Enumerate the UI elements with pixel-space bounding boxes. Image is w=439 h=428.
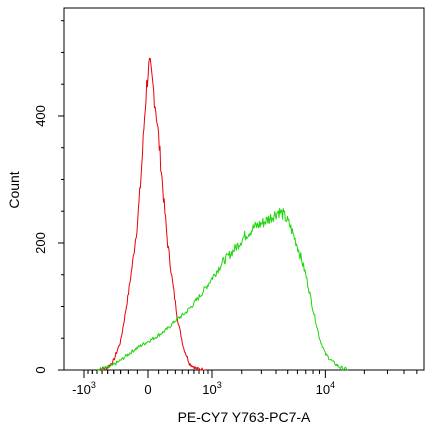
y-tick-label: 0 bbox=[33, 366, 48, 373]
x-axis-title: PE-CY7 Y763-PC7-A bbox=[178, 409, 311, 425]
x-tick-label: 103 bbox=[202, 380, 221, 397]
plot-area-frame bbox=[63, 7, 425, 371]
x-tick-label: 104 bbox=[316, 380, 335, 397]
y-axis-title: Count bbox=[6, 171, 22, 208]
x-tick-exponent: 4 bbox=[330, 380, 335, 390]
x-tick-exponent: 3 bbox=[217, 380, 222, 390]
x-tick-exponent: 3 bbox=[91, 380, 96, 390]
y-tick-label: 200 bbox=[33, 232, 48, 254]
x-tick-label: -103 bbox=[72, 380, 96, 397]
x-tick-base: 10 bbox=[316, 382, 330, 397]
series-0-line bbox=[96, 57, 206, 371]
x-tick-base: 0 bbox=[144, 382, 151, 397]
x-axis: -1030103104105106 bbox=[72, 370, 418, 397]
series-1-line bbox=[96, 207, 348, 371]
series-layer bbox=[96, 57, 348, 371]
x-tick-base: -10 bbox=[72, 382, 91, 397]
y-axis: 0 200 400 bbox=[33, 20, 64, 374]
x-tick-label: 0 bbox=[144, 382, 151, 397]
y-tick-label: 400 bbox=[33, 105, 48, 127]
x-tick-base: 10 bbox=[202, 382, 216, 397]
